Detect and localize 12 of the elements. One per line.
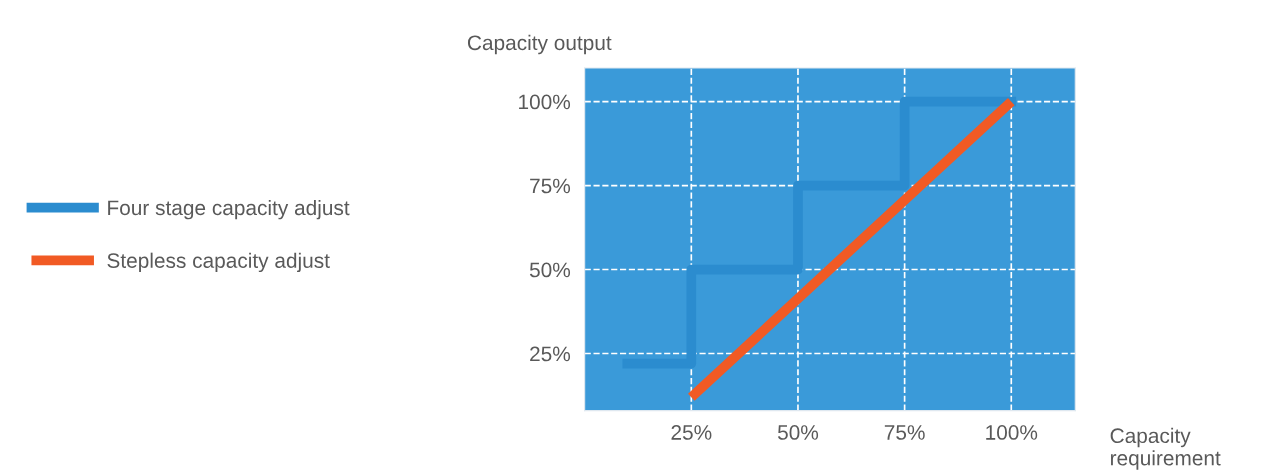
legend-label: Four stage capacity adjust	[108, 199, 350, 220]
x-axis-title: Capacity requirement	[1110, 427, 1221, 470]
x-tick-label: 25%	[671, 425, 712, 440]
x-tick-label: 100%	[986, 425, 1038, 440]
y-tick-label: 75%	[530, 178, 571, 194]
x-tick-label: 50%	[777, 425, 819, 440]
y-tick-label: 25%	[530, 346, 571, 362]
y-axis-title: Capacity output	[467, 34, 612, 55]
y-tick-label: 50%	[529, 262, 571, 278]
x-tick-label: 75%	[884, 425, 925, 440]
y-tick-label: 100%	[519, 94, 571, 110]
legend-label: Stepless capacity adjust	[107, 252, 330, 273]
